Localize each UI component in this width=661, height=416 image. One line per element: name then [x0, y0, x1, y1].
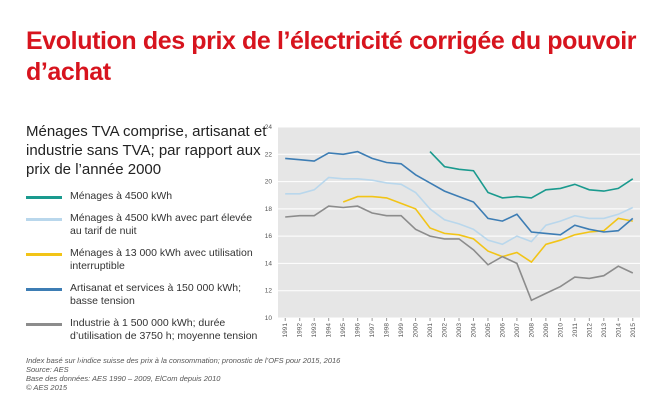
y-tick-label: 20: [265, 179, 273, 186]
y-tick-label: 22: [265, 151, 273, 158]
legend-label: Ménages à 13 000 kWh avec utilisation in…: [70, 247, 253, 272]
plot-background: [278, 127, 640, 318]
note-line: Base des données: AES 1990 – 2009, ElCom…: [26, 374, 221, 383]
legend-label: Industrie à 1 500 000 kWh; durée d’utili…: [70, 317, 258, 342]
x-tick-label: 2008: [528, 323, 535, 338]
x-tick-label: 2005: [485, 323, 492, 338]
x-tick-label: 2000: [413, 323, 420, 338]
x-tick-label: 2015: [630, 323, 637, 338]
series-line: [285, 205, 634, 302]
x-tick-label: 2009: [543, 323, 550, 338]
x-tick-label: 1995: [340, 323, 347, 338]
x-tick-label: 1992: [297, 323, 304, 338]
series-line: [285, 176, 634, 246]
series-line: [429, 151, 634, 199]
chart-subtitle: Ménages TVA comprise, artisanat et indus…: [26, 123, 267, 178]
x-tick-label: 2014: [615, 323, 622, 338]
legend-swatch: [26, 288, 62, 291]
y-tick-label: 14: [265, 260, 273, 267]
x-tick-label: 1997: [369, 323, 376, 338]
x-tick-label: 1999: [398, 323, 405, 338]
notes: Index basé sur l›indice suisse des prix …: [26, 356, 340, 392]
legend-swatch: [26, 253, 62, 256]
x-tick-label: 2003: [456, 323, 463, 338]
legend-item: Ménages à 4500 kWh avec part élevée au t…: [26, 212, 271, 238]
x-tick-label: 2004: [470, 323, 477, 338]
legend-swatch: [26, 323, 62, 326]
y-tick-label: 16: [265, 233, 273, 240]
legend: Ménages à 4500 kWh Ménages à 4500 kWh ave…: [26, 190, 271, 352]
legend-item: Industrie à 1 500 000 kWh; durée d’utili…: [26, 317, 271, 343]
x-tick-label: 2007: [514, 323, 521, 338]
x-tick-label: 2013: [601, 323, 608, 338]
x-tick-label: 2002: [442, 323, 449, 338]
legend-swatch: [26, 218, 62, 221]
x-tick-label: 2012: [586, 323, 593, 338]
x-tick-label: 2011: [572, 323, 579, 337]
x-tick-label: 1996: [355, 323, 362, 338]
x-tick-label: 2006: [499, 323, 506, 338]
y-tick-label: 18: [265, 206, 273, 213]
x-tick-label: 1994: [326, 323, 333, 338]
y-tick-label: 10: [265, 315, 273, 322]
note-line: Source: AES: [26, 365, 69, 374]
legend-label: Artisanat et services à 150 000 kWh; bas…: [70, 282, 241, 307]
y-tick-label: 12: [265, 288, 273, 295]
x-tick-label: 1991: [282, 323, 289, 338]
legend-label: Ménages à 4500 kWh: [70, 190, 173, 202]
x-tick-label: 2010: [557, 323, 564, 338]
legend-swatch: [26, 196, 62, 199]
chart-title: Evolution des prix de l’électricité corr…: [26, 27, 637, 86]
x-tick-label: 1998: [384, 323, 391, 338]
legend-item: Artisanat et services à 150 000 kWh; bas…: [26, 282, 271, 308]
y-tick-label: 24: [265, 124, 273, 131]
note-line: Index basé sur l›indice suisse des prix …: [26, 356, 341, 365]
series-line: [342, 195, 633, 264]
legend-label: Ménages à 4500 kWh avec part élevée au t…: [70, 212, 253, 237]
legend-item: Ménages à 4500 kWh: [26, 190, 271, 203]
x-tick-label: 1993: [311, 323, 318, 338]
x-tick-label: 2001: [427, 323, 434, 338]
legend-item: Ménages à 13 000 kWh avec utilisation in…: [26, 247, 271, 273]
series-line: [285, 150, 634, 236]
note-line: © AES 2015: [26, 383, 68, 392]
